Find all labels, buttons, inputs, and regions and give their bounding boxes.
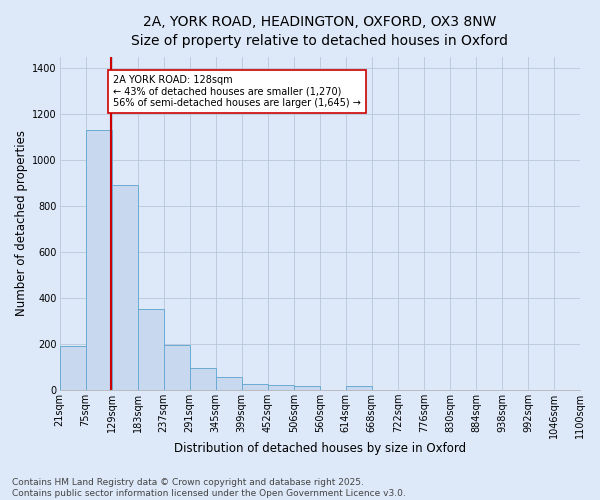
Bar bbox=[215, 377, 242, 390]
Text: 2A YORK ROAD: 128sqm
← 43% of detached houses are smaller (1,270)
56% of semi-de: 2A YORK ROAD: 128sqm ← 43% of detached h… bbox=[113, 75, 361, 108]
Bar bbox=[137, 310, 164, 390]
X-axis label: Distribution of detached houses by size in Oxford: Distribution of detached houses by size … bbox=[174, 442, 466, 455]
Text: Contains HM Land Registry data © Crown copyright and database right 2025.
Contai: Contains HM Land Registry data © Crown c… bbox=[12, 478, 406, 498]
Y-axis label: Number of detached properties: Number of detached properties bbox=[15, 130, 28, 316]
Bar bbox=[346, 386, 372, 390]
Bar bbox=[190, 368, 215, 390]
Bar bbox=[112, 186, 137, 390]
Bar bbox=[242, 384, 268, 390]
Bar bbox=[86, 130, 112, 390]
Bar bbox=[59, 346, 86, 390]
Bar bbox=[164, 345, 190, 390]
Bar bbox=[268, 385, 294, 390]
Bar bbox=[294, 386, 320, 390]
Title: 2A, YORK ROAD, HEADINGTON, OXFORD, OX3 8NW
Size of property relative to detached: 2A, YORK ROAD, HEADINGTON, OXFORD, OX3 8… bbox=[131, 15, 508, 48]
